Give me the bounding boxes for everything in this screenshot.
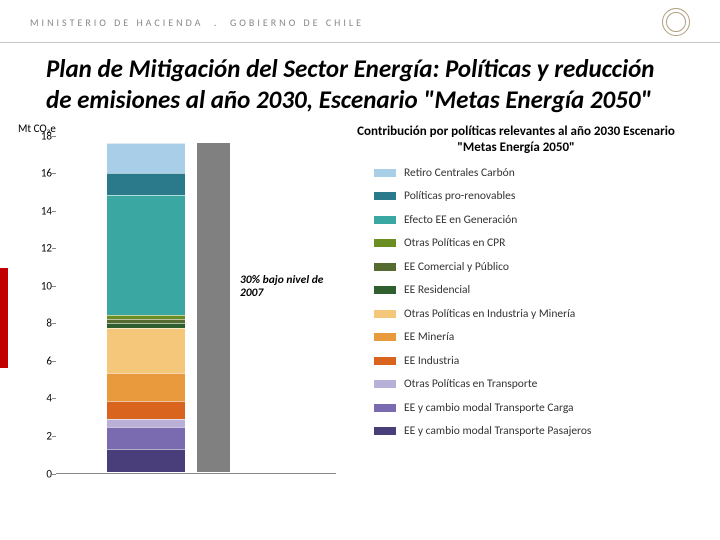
y-tick-mark (52, 436, 56, 437)
legend-label: EE y cambio modal Transporte Pasajeros (404, 424, 591, 438)
legend-label: Otras Políticas en CPR (404, 236, 505, 250)
bar-segment (107, 373, 185, 401)
legend-label: EE Minería (404, 330, 454, 344)
legend-swatch (374, 380, 396, 388)
page-title: Plan de Mitigación del Sector Energía: P… (0, 43, 720, 122)
bar-segment (107, 427, 185, 449)
legend-item: Efecto EE en Generación (374, 213, 684, 227)
legend: Retiro Centrales Carbón Políticas pro-ren… (374, 166, 684, 448)
legend-swatch (374, 192, 396, 200)
y-tick-label: 14 (32, 204, 52, 217)
legend-swatch (374, 404, 396, 412)
plot-area: 024681012141618 (56, 136, 336, 474)
stacked-bar (106, 142, 186, 472)
y-tick-mark (52, 398, 56, 399)
gov-seal-icon (662, 8, 690, 36)
legend-swatch (374, 239, 396, 247)
legend-label: Políticas pro-renovables (404, 189, 515, 203)
legend-item: Retiro Centrales Carbón (374, 166, 684, 180)
legend-swatch (374, 427, 396, 435)
legend-swatch (374, 169, 396, 177)
y-tick-label: 8 (32, 317, 52, 330)
legend-item: EE y cambio modal Transporte Carga (374, 401, 684, 415)
bar-segment (107, 328, 185, 373)
page-header: MINISTERIO DE HACIENDA . GOBIERNO DE CHI… (0, 0, 720, 43)
legend-swatch (374, 286, 396, 294)
legend-item: EE y cambio modal Transporte Pasajeros (374, 424, 684, 438)
legend-item: Políticas pro-renovables (374, 189, 684, 203)
y-tick-mark (52, 173, 56, 174)
legend-label: EE Industria (404, 354, 459, 368)
legend-label: EE Residencial (404, 283, 470, 297)
y-tick-label: 2 (32, 429, 52, 442)
legend-label: EE Comercial y Público (404, 260, 509, 274)
chart-container: Mt CO₂e 024681012141618 30% bajo nivel d… (56, 126, 700, 498)
y-tick-mark (52, 323, 56, 324)
total-bar (196, 142, 231, 472)
separator: . (214, 16, 220, 29)
legend-swatch (374, 310, 396, 318)
legend-swatch (374, 263, 396, 271)
y-tick-label: 10 (32, 279, 52, 292)
legend-swatch (374, 216, 396, 224)
y-tick-mark (52, 136, 56, 137)
ministry-line: MINISTERIO DE HACIENDA . GOBIERNO DE CHI… (30, 16, 364, 29)
bar-segment (107, 173, 185, 195)
ministry-text: MINISTERIO DE HACIENDA (30, 16, 203, 29)
legend-item: EE Comercial y Público (374, 260, 684, 274)
legend-item: EE Industria (374, 354, 684, 368)
bar-segment (107, 419, 185, 426)
y-tick-label: 4 (32, 392, 52, 405)
legend-item: Otras Políticas en CPR (374, 236, 684, 250)
y-tick-label: 12 (32, 242, 52, 255)
y-tick-mark (52, 211, 56, 212)
legend-swatch (374, 333, 396, 341)
accent-bar (0, 268, 8, 368)
bar-segment (107, 449, 185, 471)
annotation-text: 30% bajo nivel de 2007 (240, 274, 330, 302)
legend-label: Retiro Centrales Carbón (404, 166, 515, 180)
legend-item: EE Residencial (374, 283, 684, 297)
y-tick-mark (52, 286, 56, 287)
y-tick-label: 6 (32, 354, 52, 367)
legend-item: EE Minería (374, 330, 684, 344)
gov-text: GOBIERNO DE CHILE (230, 16, 364, 29)
bar-segment (107, 401, 185, 420)
legend-item: Otras Políticas en Transporte (374, 377, 684, 391)
y-tick-mark (52, 361, 56, 362)
y-tick-label: 0 (32, 467, 52, 480)
bar-segment (107, 195, 185, 314)
y-tick-mark (52, 248, 56, 249)
y-tick-mark (52, 474, 56, 475)
legend-label: Otras Políticas en Industria y Minería (404, 307, 575, 321)
legend-item: Otras Políticas en Industria y Minería (374, 307, 684, 321)
y-tick-label: 18 (32, 129, 52, 142)
chart-title: Contribución por políticas relevantes al… (356, 124, 676, 157)
legend-label: EE y cambio modal Transporte Carga (404, 401, 574, 415)
legend-swatch (374, 357, 396, 365)
legend-label: Otras Políticas en Transporte (404, 377, 537, 391)
bar-segment (107, 143, 185, 173)
legend-label: Efecto EE en Generación (404, 213, 517, 227)
y-tick-label: 16 (32, 167, 52, 180)
